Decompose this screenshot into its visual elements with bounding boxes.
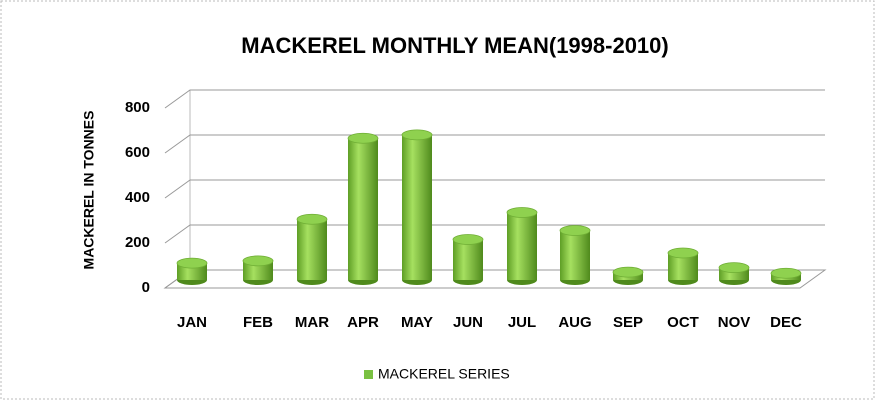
legend-swatch bbox=[364, 370, 373, 379]
bar-top bbox=[559, 225, 591, 236]
bar bbox=[348, 138, 378, 280]
x-tick-label: OCT bbox=[667, 314, 699, 331]
x-tick-label: MAY bbox=[401, 314, 433, 331]
bar bbox=[243, 260, 273, 280]
bar-top bbox=[176, 257, 208, 269]
bar-top bbox=[770, 267, 802, 279]
bar-top bbox=[718, 262, 750, 274]
bar-top bbox=[612, 266, 644, 278]
bar bbox=[507, 212, 537, 280]
x-tick-label: APR bbox=[347, 314, 379, 331]
grid-line bbox=[164, 134, 825, 154]
bar bbox=[297, 219, 327, 280]
grid-line bbox=[164, 89, 825, 109]
bar-top bbox=[347, 132, 379, 144]
bar-top bbox=[667, 247, 699, 259]
y-tick-label: 600 bbox=[125, 144, 150, 161]
x-tick-label: MAR bbox=[295, 314, 329, 331]
grid-line bbox=[164, 224, 825, 244]
chart-title: MACKEREL MONTHLY MEAN(1998-2010) bbox=[241, 33, 668, 58]
plot-area: 0 200 400 600 800 JAN FEB MAR APR MAY JUN JUL AUG SEP… bbox=[125, 89, 827, 331]
y-tick-label: 0 bbox=[142, 279, 150, 296]
bar-top bbox=[506, 207, 538, 218]
bar-top bbox=[452, 234, 484, 245]
y-axis-label: MACKEREL IN TONNES bbox=[81, 111, 97, 270]
bar-top bbox=[296, 213, 328, 225]
y-tick-label: 200 bbox=[125, 234, 150, 251]
legend-label: MACKEREL SERIES bbox=[378, 366, 510, 382]
y-tick-label: 800 bbox=[125, 99, 150, 116]
bar bbox=[402, 134, 432, 280]
y-tick-label: 400 bbox=[125, 189, 150, 206]
x-tick-label: DEC bbox=[770, 314, 802, 331]
x-tick-label: SEP bbox=[613, 314, 643, 331]
bar bbox=[560, 230, 590, 280]
bar bbox=[453, 239, 483, 280]
bar-top bbox=[242, 255, 274, 267]
x-tick-label: JUN bbox=[453, 314, 483, 331]
bar-top bbox=[401, 129, 433, 141]
x-tick-label: NOV bbox=[718, 314, 751, 331]
grid-line bbox=[164, 179, 825, 199]
x-tick-label: AUG bbox=[558, 314, 591, 331]
x-tick-label: JAN bbox=[177, 314, 207, 331]
x-tick-label: JUL bbox=[508, 314, 536, 331]
x-tick-label: FEB bbox=[243, 314, 273, 331]
